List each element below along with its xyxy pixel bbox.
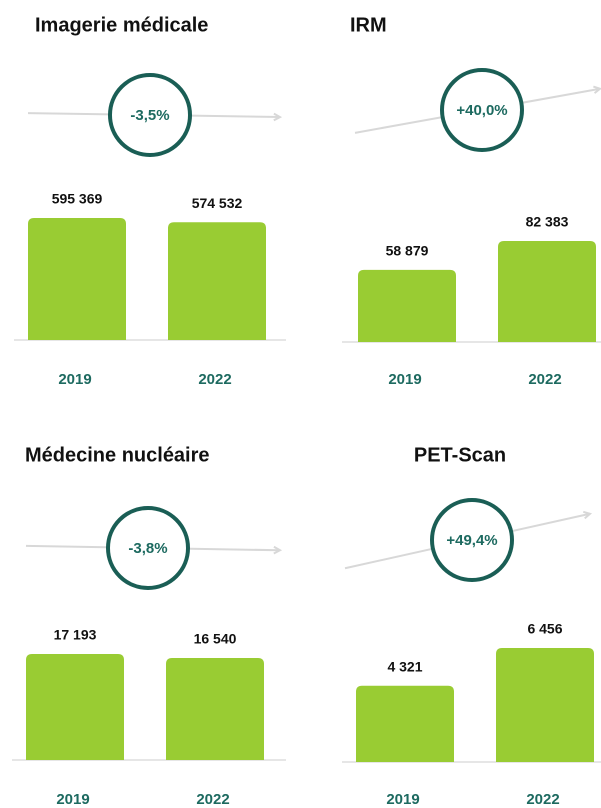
change-circle — [430, 498, 514, 582]
panel-title: Médecine nucléaire — [25, 444, 210, 466]
trend-arrowhead — [582, 510, 593, 520]
change-label: +49,4% — [446, 532, 497, 549]
change-circle — [106, 506, 190, 590]
change-label: -3,5% — [130, 107, 169, 124]
x-tick-label: 2019 — [56, 791, 89, 808]
change-label: +40,0% — [456, 102, 507, 119]
value-label: 6 456 — [527, 621, 562, 637]
panel-title: PET-Scan — [414, 444, 506, 466]
value-label: 4 321 — [387, 658, 422, 674]
trend-arrowhead — [273, 112, 283, 122]
x-tick-label: 2019 — [388, 371, 421, 388]
trend-arrowhead — [593, 85, 601, 94]
value-label: 574 532 — [192, 195, 243, 211]
change-label: -3,8% — [128, 540, 167, 557]
x-tick-label: 2022 — [526, 791, 559, 808]
value-label: 16 540 — [194, 631, 237, 647]
bar — [498, 241, 596, 342]
value-label: 595 369 — [52, 191, 103, 207]
x-tick-label: 2022 — [528, 371, 561, 388]
panel-title: Imagerie médicale — [35, 14, 208, 36]
x-tick-label: 2022 — [196, 791, 229, 808]
value-label: 82 383 — [526, 214, 569, 230]
bar — [166, 657, 264, 760]
x-tick-label: 2019 — [58, 371, 91, 388]
bar — [358, 269, 456, 342]
x-tick-label: 2022 — [198, 371, 231, 388]
bar — [168, 222, 266, 340]
value-label: 58 879 — [386, 243, 429, 259]
change-circle — [108, 73, 192, 157]
x-tick-label: 2019 — [386, 791, 419, 808]
bar — [496, 648, 594, 762]
value-label: 17 193 — [54, 627, 97, 643]
change-circle — [440, 68, 524, 152]
bar — [26, 653, 124, 760]
bar — [356, 685, 454, 762]
bar — [28, 217, 126, 340]
trend-arrowhead — [273, 545, 283, 555]
panel-title: IRM — [350, 14, 387, 36]
